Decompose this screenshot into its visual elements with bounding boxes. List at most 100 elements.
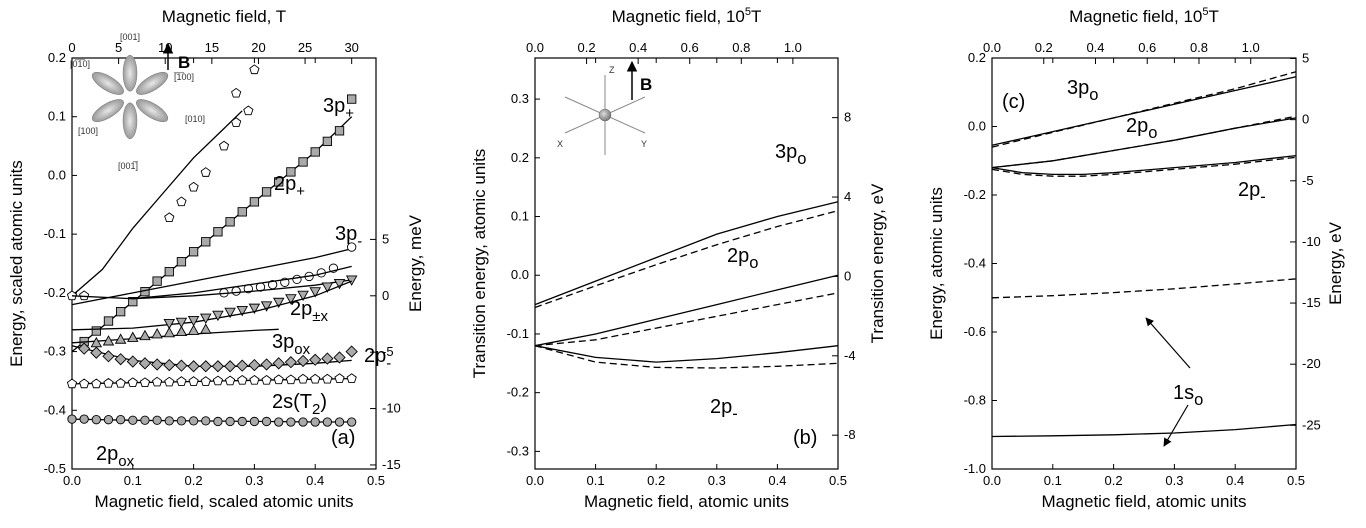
right-tick-label: 5 <box>382 231 389 246</box>
series-line <box>534 345 839 369</box>
data-point <box>273 374 284 385</box>
data-point <box>128 415 138 425</box>
right-tick-label: -25 <box>1302 417 1321 432</box>
data-point <box>249 64 260 75</box>
data-point <box>152 415 162 425</box>
x-tick-label: 0.5 <box>1287 473 1305 488</box>
curve-label: 2p- <box>364 345 391 372</box>
panel-label: (c) <box>1002 91 1025 113</box>
data-point <box>218 140 230 151</box>
y-tick-label: -0.3 <box>44 344 66 359</box>
data-point <box>292 274 302 285</box>
series <box>78 342 358 373</box>
top-tick-label: 0.4 <box>1086 40 1104 55</box>
curve-label: 1so <box>1173 382 1203 409</box>
data-point <box>188 376 199 386</box>
y-tick-label: -0.1 <box>507 326 529 341</box>
data-point <box>78 342 91 355</box>
series <box>534 274 839 347</box>
series <box>71 248 352 306</box>
top-tick-label: 30 <box>344 40 358 55</box>
direction-label: [001̅] <box>118 161 139 171</box>
curve-label: 3po <box>775 141 806 168</box>
data-point <box>310 147 320 157</box>
data-point <box>140 415 150 425</box>
data-point <box>347 417 357 427</box>
x-axis-label: Magnetic field, atomic units <box>584 492 789 511</box>
right-tick-label: 0 <box>844 268 851 283</box>
data-point <box>231 286 241 296</box>
series <box>71 418 352 423</box>
data-point <box>199 313 212 325</box>
top-tick-label: 0.8 <box>1190 40 1208 55</box>
top-tick-label: 0.0 <box>526 40 544 55</box>
data-point <box>164 212 175 223</box>
curve-label: 3pox <box>272 331 311 358</box>
right-tick-label: 0 <box>382 288 389 303</box>
top-tick-label: 15 <box>205 40 219 55</box>
data-point <box>274 177 284 187</box>
x-tick-label: 0.2 <box>185 473 203 488</box>
series-line <box>71 248 352 306</box>
top-tick-label: 0.4 <box>629 40 647 55</box>
data-point <box>163 318 176 330</box>
data-point <box>199 323 212 334</box>
right-axis-label: Energy, meV <box>406 214 425 312</box>
orbital-lobe <box>136 71 169 95</box>
data-point <box>188 247 199 257</box>
right-axis-label: Energy, eV <box>1326 221 1345 305</box>
data-point <box>322 136 333 147</box>
data-point <box>164 267 174 277</box>
right-tick-label: 5 <box>1302 51 1309 66</box>
data-point <box>285 374 296 385</box>
x-tick-label: 0.0 <box>526 473 544 488</box>
series <box>991 156 1297 177</box>
curve-label: 2po <box>1126 115 1157 142</box>
data-point <box>79 290 90 301</box>
data-point <box>138 357 152 370</box>
right-tick-label: -8 <box>844 427 856 442</box>
data-point <box>176 257 187 267</box>
orbital-lobe <box>122 54 138 92</box>
top-tick-label: 20 <box>251 40 265 55</box>
series-line <box>71 265 352 300</box>
series-line <box>71 377 352 385</box>
top-tick-label: 10 <box>158 40 172 55</box>
series <box>67 414 357 427</box>
data-point <box>127 377 138 388</box>
data-point <box>91 326 101 336</box>
data-point <box>139 377 151 388</box>
data-point <box>114 353 127 366</box>
data-point <box>334 373 345 383</box>
series <box>534 292 839 347</box>
series <box>66 373 357 389</box>
data-point <box>66 378 78 389</box>
data-point <box>225 416 235 427</box>
data-point <box>231 87 242 98</box>
top-tick-label: 5 <box>115 40 122 55</box>
top-tick-label: 1.0 <box>1242 40 1260 55</box>
series-line <box>71 110 243 297</box>
series <box>534 201 839 306</box>
data-point <box>334 126 345 136</box>
data-point <box>274 417 284 427</box>
x-tick-label: 0.2 <box>647 473 665 488</box>
data-point <box>334 417 345 427</box>
y-tick-label: -0.2 <box>44 285 66 300</box>
y-tick-label: 0.0 <box>968 119 986 134</box>
y-tick-label: -0.6 <box>964 324 986 339</box>
y-tick-label: 0.3 <box>511 91 529 106</box>
y-tick-label: -0.3 <box>507 443 529 458</box>
data-point <box>284 356 298 369</box>
plot-frame <box>71 57 377 470</box>
data-point <box>310 373 321 384</box>
x-tick-label: 0.3 <box>708 473 726 488</box>
x-tick-label: 0.4 <box>306 473 324 488</box>
series-line <box>534 274 839 347</box>
data-point <box>67 414 77 424</box>
data-point <box>115 306 126 317</box>
series-line <box>71 328 279 344</box>
curve-label: 2p±x <box>290 298 328 325</box>
data-point <box>79 378 90 389</box>
data-point <box>297 373 309 384</box>
